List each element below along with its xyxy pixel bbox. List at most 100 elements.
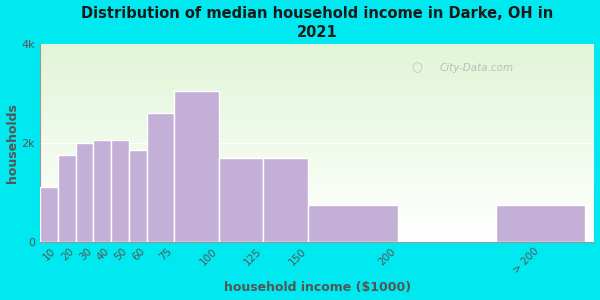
Bar	[112, 140, 129, 242]
Bar	[40, 202, 595, 204]
Bar	[40, 72, 595, 74]
Bar	[40, 131, 595, 133]
Bar	[40, 68, 595, 70]
Bar	[40, 58, 595, 60]
Bar	[40, 94, 595, 96]
Bar	[40, 106, 595, 107]
Bar	[40, 194, 595, 196]
Bar	[40, 204, 595, 206]
Bar	[40, 98, 595, 100]
Bar	[40, 192, 595, 194]
Bar	[40, 157, 595, 159]
Bar	[40, 171, 595, 172]
Bar	[40, 137, 595, 139]
Bar	[40, 178, 595, 180]
Bar	[76, 143, 94, 242]
Bar	[40, 70, 595, 72]
Bar	[40, 111, 595, 113]
Bar	[40, 76, 595, 78]
Bar	[40, 210, 595, 212]
Bar	[263, 158, 308, 242]
Bar	[40, 64, 595, 66]
Bar	[40, 84, 595, 86]
Bar	[40, 145, 595, 147]
Bar	[40, 200, 595, 202]
Bar	[40, 186, 595, 188]
Bar	[40, 48, 595, 50]
Bar	[40, 220, 595, 222]
Bar	[40, 240, 595, 242]
Bar	[40, 198, 595, 200]
Bar	[58, 155, 76, 242]
Bar	[40, 129, 595, 131]
Bar	[40, 62, 595, 64]
Bar	[40, 169, 595, 171]
Bar	[174, 91, 219, 242]
Bar	[40, 54, 595, 56]
Bar	[40, 60, 595, 62]
Bar	[40, 187, 58, 242]
Text: City-Data.com: City-Data.com	[439, 63, 513, 73]
Bar	[40, 96, 595, 98]
Bar	[40, 127, 595, 129]
Bar	[40, 66, 595, 68]
Bar	[40, 107, 595, 110]
Bar	[40, 188, 595, 190]
Bar	[40, 56, 595, 58]
Bar	[40, 230, 595, 232]
Bar	[40, 133, 595, 135]
Bar	[40, 101, 595, 103]
Bar	[40, 155, 595, 157]
Bar	[40, 143, 595, 145]
Bar	[40, 238, 595, 240]
Bar	[40, 147, 595, 149]
Bar	[40, 214, 595, 216]
Bar	[40, 175, 595, 176]
Bar	[40, 123, 595, 125]
Bar	[40, 74, 595, 76]
Bar	[40, 190, 595, 192]
Bar	[40, 196, 595, 198]
Bar	[40, 90, 595, 92]
Bar	[40, 80, 595, 82]
Bar	[40, 222, 595, 224]
Bar	[40, 172, 595, 175]
Bar	[40, 208, 595, 210]
Bar	[40, 153, 595, 155]
Bar	[40, 224, 595, 226]
Bar	[40, 232, 595, 234]
Bar	[496, 205, 586, 242]
Bar	[40, 86, 595, 88]
Bar	[40, 110, 595, 111]
Bar	[308, 205, 398, 242]
Bar	[219, 158, 263, 242]
Bar	[40, 180, 595, 182]
Text: ○: ○	[412, 61, 422, 74]
Bar	[40, 52, 595, 54]
Bar	[40, 176, 595, 178]
Bar	[40, 236, 595, 238]
Title: Distribution of median household income in Darke, OH in
2021: Distribution of median household income …	[81, 6, 553, 41]
Bar	[40, 100, 595, 101]
Bar	[129, 150, 147, 242]
Bar	[40, 149, 595, 151]
Bar	[40, 119, 595, 121]
Bar	[40, 103, 595, 106]
Bar	[40, 115, 595, 117]
Bar	[40, 139, 595, 141]
Y-axis label: households: households	[5, 103, 19, 183]
Bar	[40, 167, 595, 169]
Bar	[40, 182, 595, 184]
Bar	[40, 113, 595, 115]
Bar	[40, 159, 595, 161]
Bar	[40, 234, 595, 236]
Bar	[40, 161, 595, 163]
Bar	[40, 125, 595, 127]
Bar	[40, 44, 595, 46]
Bar	[40, 135, 595, 137]
Bar	[40, 184, 595, 186]
X-axis label: household income ($1000): household income ($1000)	[224, 281, 410, 294]
Bar	[40, 151, 595, 153]
Bar	[40, 117, 595, 119]
Bar	[147, 113, 174, 242]
